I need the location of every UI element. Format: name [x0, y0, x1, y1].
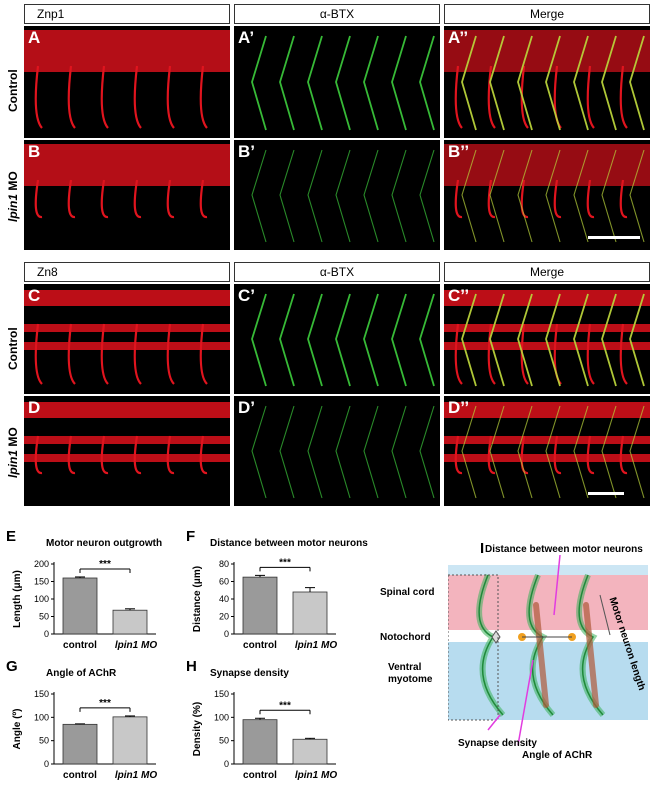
y-tick-label: 0 — [44, 629, 49, 639]
schematic-diagram — [448, 555, 654, 746]
y-axis-label: Angle (º) — [12, 709, 23, 750]
chart-title-E: Motor neuron outgrowth — [46, 538, 163, 549]
y-tick-label: 50 — [219, 736, 229, 746]
y-axis-label: Length (μm) — [12, 570, 23, 628]
y-tick-label: 50 — [39, 736, 49, 746]
y-tick-label: 60 — [219, 577, 229, 587]
chart-title-F: Distance between motor neurons — [210, 538, 368, 549]
x-tick-label: lpin1 MO — [295, 640, 337, 651]
panel-letter-D: D — [28, 398, 41, 417]
y-tick-label: 150 — [34, 577, 49, 587]
micrograph-B2: B’’ — [444, 140, 650, 250]
panel-letter-A2: A’’ — [448, 28, 469, 47]
micrograph-C2: C’’ — [444, 284, 650, 394]
panel-letter-B1: B’ — [238, 142, 255, 161]
bar-chart-H: Density (%) 0 50 100 150 *** control lpin1 MO — [192, 689, 337, 781]
significance-stars: *** — [99, 559, 111, 570]
y-tick-label: 100 — [214, 712, 229, 722]
panel-letter-C2: C’’ — [448, 286, 470, 305]
panel-letter-H: H — [186, 658, 197, 675]
x-tick-label: control — [63, 770, 97, 781]
label-notochord: Notochord — [380, 632, 431, 643]
bar-mo — [112, 716, 148, 765]
y-axis-label: Density (%) — [192, 702, 203, 756]
micrograph-A1: A’ — [234, 26, 440, 138]
x-tick-label: control — [243, 770, 277, 781]
x-tick-label: lpin1 MO — [295, 770, 337, 781]
bar-mo — [292, 591, 328, 635]
y-tick-label: 150 — [34, 689, 49, 699]
panel-letter-C1: C’ — [238, 286, 255, 305]
label-ventral: Ventral — [388, 662, 422, 673]
bar-chart-G: Angle (º) 0 50 100 150 *** control lpin1 MO — [12, 689, 157, 781]
micrograph-D: D — [24, 396, 230, 506]
row-label-mo-1: lpin1 MO — [6, 171, 20, 222]
panel-letter-E: E — [6, 528, 17, 545]
row-label-control-2: Control — [6, 327, 20, 370]
y-tick-label: 20 — [219, 612, 229, 622]
bar-control — [242, 719, 278, 765]
panel-letter-A1: A’ — [238, 28, 255, 47]
micrograph-C1: C’ — [234, 284, 440, 394]
bar-chart-F: Distance (μm) 0 20 40 60 80 *** control lpin1 MO — [192, 557, 337, 651]
bar-control — [62, 577, 98, 635]
chart-title-G: Angle of AChR — [46, 668, 117, 679]
x-tick-label: control — [63, 640, 97, 651]
header-abtx-2: α-BTX — [234, 262, 440, 282]
micrograph-A: A — [24, 26, 230, 138]
y-tick-label: 0 — [224, 629, 229, 639]
label-spinal-cord: Spinal cord — [380, 587, 435, 598]
y-tick-label: 40 — [219, 594, 229, 604]
significance-stars: *** — [99, 698, 111, 709]
panel-letter-A: A — [28, 28, 41, 47]
label-angle-achr: Angle of AChR — [522, 750, 593, 761]
panel-letter-B: B — [28, 142, 41, 161]
y-tick-label: 80 — [219, 559, 229, 569]
panel-letter-I: I — [480, 540, 485, 557]
scale-bar — [588, 236, 640, 239]
row-label-control-1: Control — [6, 69, 20, 112]
bar-control — [242, 576, 278, 635]
header-abtx-1: α-BTX — [234, 4, 440, 24]
micrograph-C: C — [24, 284, 230, 394]
y-tick-label: 100 — [34, 594, 49, 604]
header-znp1: Znp1 — [24, 4, 230, 24]
x-tick-label: lpin1 MO — [115, 640, 157, 651]
panel-letter-B2: B’’ — [448, 142, 470, 161]
header-merge-1: Merge — [444, 4, 650, 24]
y-tick-label: 150 — [214, 689, 229, 699]
panel-letter-D1: D’ — [238, 398, 255, 417]
bar-chart-E: Length (μm) 0 50 100 150 200 *** control lpin1 M… — [12, 559, 157, 651]
x-tick-label: lpin1 MO — [115, 770, 157, 781]
panel-letter-D2: D’’ — [448, 398, 470, 417]
micrograph-D2: D’’ — [444, 396, 650, 506]
y-axis-label: Distance (μm) — [192, 566, 203, 632]
y-tick-label: 200 — [34, 559, 49, 569]
y-tick-label: 100 — [34, 712, 49, 722]
micrograph-A2: A’’ — [444, 26, 650, 138]
bar-mo — [292, 738, 328, 765]
panel-letter-C: C — [28, 286, 41, 305]
micrograph-B: B — [24, 140, 230, 250]
scale-bar — [588, 492, 624, 495]
micrograph-B1: B’ — [234, 140, 440, 250]
row-label-mo-2: lpin1 MO — [6, 427, 20, 478]
header-merge-2: Merge — [444, 262, 650, 282]
significance-stars: *** — [279, 557, 291, 568]
x-tick-label: control — [243, 640, 277, 651]
bar-control — [62, 723, 98, 765]
panel-letter-G: G — [6, 658, 18, 675]
significance-stars: *** — [279, 700, 291, 711]
header-zn8: Zn8 — [24, 262, 230, 282]
bar-mo — [112, 609, 148, 635]
micrograph-D1: D’ — [234, 396, 440, 506]
panel-letter-F: F — [186, 528, 196, 545]
chart-title-H: Synapse density — [210, 668, 289, 679]
y-tick-label: 0 — [224, 759, 229, 769]
label-synapse-density: Synapse density — [458, 738, 537, 749]
label-myotome: myotome — [388, 674, 433, 685]
label-distance-between: Distance between motor neurons — [485, 544, 643, 555]
y-tick-label: 0 — [44, 759, 49, 769]
y-tick-label: 50 — [39, 612, 49, 622]
